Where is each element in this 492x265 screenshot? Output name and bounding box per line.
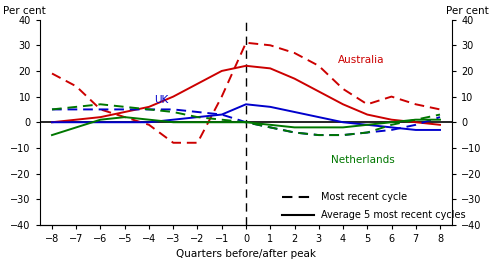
- Text: UK: UK: [154, 95, 168, 105]
- X-axis label: Quarters before/after peak: Quarters before/after peak: [176, 249, 316, 259]
- Text: Per cent: Per cent: [446, 6, 489, 16]
- Text: Netherlands: Netherlands: [331, 155, 395, 165]
- Text: Australia: Australia: [338, 55, 385, 65]
- Text: Most recent cycle: Most recent cycle: [321, 192, 407, 202]
- Text: Average 5 most recent cycles: Average 5 most recent cycles: [321, 210, 466, 220]
- Text: Per cent: Per cent: [3, 6, 46, 16]
